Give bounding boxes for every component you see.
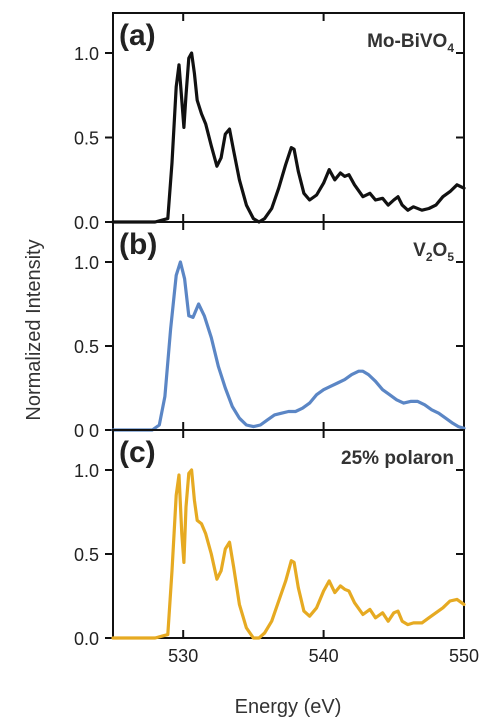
series-line <box>111 468 466 640</box>
y-tick-label: 0.0 <box>74 213 99 233</box>
panel-frame <box>112 429 465 639</box>
x-tick-label: 530 <box>168 646 198 666</box>
y-tick-label: 0.5 <box>74 337 99 357</box>
panel-a: 0.0 0.5 1.0 (a) Mo-BiVO4 <box>74 12 466 233</box>
panel-letter: (a) <box>119 19 156 52</box>
panel-letter: (b) <box>119 228 157 261</box>
y-tick-label: 0.0 <box>74 629 99 649</box>
y-tick-label: 0 0 <box>74 421 99 441</box>
y-axis-title: Normalized Intensity <box>23 239 45 420</box>
panel-c: 0.0 0.5 1.0 530 540 550 (c) 25% polaron <box>74 429 479 666</box>
y-tick-label: 1.0 <box>74 253 99 273</box>
x-tick-label: 550 <box>449 646 479 666</box>
series-line <box>111 260 466 432</box>
panel-b: 0 0 0.5 1.0 (b) V2O5 <box>74 221 466 441</box>
sample-label: Mo-BiVO4 <box>367 31 454 55</box>
y-tick-label: 1.0 <box>74 44 99 64</box>
y-tick-label: 0.5 <box>74 545 99 565</box>
sample-label: 25% polaron <box>341 448 454 469</box>
series-line <box>111 51 466 224</box>
sample-label: V2O5 <box>413 240 454 264</box>
panel-letter: (c) <box>119 436 156 469</box>
y-tick-label: 0.5 <box>74 129 99 149</box>
x-tick-label: 540 <box>309 646 339 666</box>
x-axis-title: Energy (eV) <box>235 696 342 718</box>
y-tick-label: 1.0 <box>74 461 99 481</box>
